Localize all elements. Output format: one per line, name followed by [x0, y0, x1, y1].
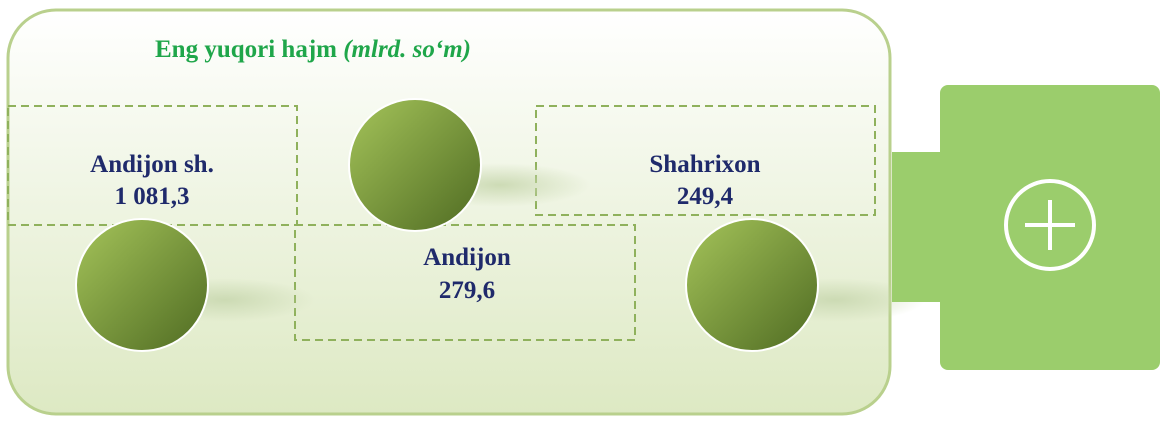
item-name: Shahrixon: [649, 151, 760, 178]
title: Eng yuqori hajm (mlrd. so‘m): [155, 36, 471, 63]
title-text: Eng yuqori hajm: [155, 36, 337, 63]
ball: [348, 98, 482, 232]
box: [535, 105, 876, 216]
plus-icon[interactable]: [1004, 179, 1096, 271]
item-name: Andijon: [423, 244, 511, 271]
title-unit: (mlrd. so‘m): [343, 36, 471, 63]
balls: [75, 98, 925, 352]
item-name: Andijon sh.: [90, 151, 214, 178]
ball: [685, 218, 819, 352]
item-value: 249,4: [677, 183, 734, 210]
side-tab[interactable]: [892, 85, 1160, 370]
item-value: 1 081,3: [115, 183, 190, 210]
item-value: 279,6: [439, 277, 495, 304]
plus-sign: [1025, 200, 1075, 250]
box: [294, 224, 636, 341]
ball: [75, 218, 209, 352]
